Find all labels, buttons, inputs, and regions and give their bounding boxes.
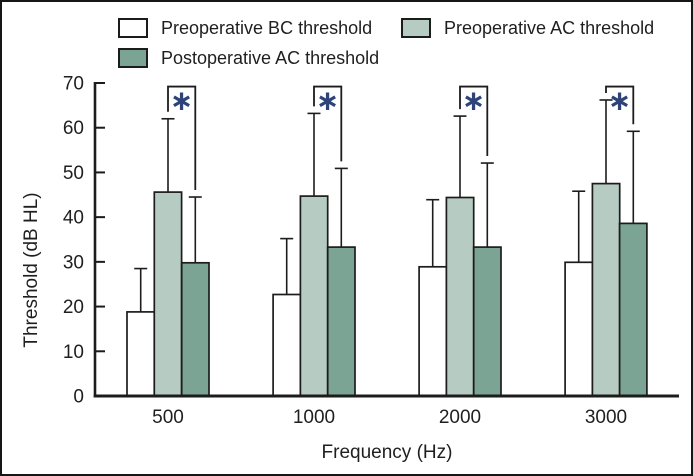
- bar-3000-postoperative-ac-threshold: [618, 222, 648, 397]
- legend-label-postop-ac: Postoperative AC threshold: [161, 48, 380, 68]
- legend-swatch-preop-ac-icon: [401, 18, 431, 38]
- y-tick-label: 70: [63, 74, 84, 95]
- bar-2000-preoperative-bc-threshold: [418, 265, 448, 397]
- significance-asterisk: ∗: [608, 84, 631, 117]
- y-tick-label: 20: [63, 297, 84, 318]
- legend-label-preop-ac: Preoperative AC threshold: [444, 18, 655, 38]
- y-tick-label: 60: [63, 118, 84, 139]
- bar-500-postoperative-ac-threshold: [180, 261, 210, 397]
- significance-bracket: [605, 85, 635, 125]
- x-axis-title: Frequency (Hz): [321, 442, 453, 463]
- bar-1000-postoperative-ac-threshold: [326, 246, 356, 397]
- bar-3000-preoperative-ac-threshold: [591, 182, 621, 397]
- bar-500-preoperative-bc-threshold: [126, 311, 156, 397]
- bar-1000-preoperative-bc-threshold: [272, 293, 302, 397]
- x-category-label: 1000: [293, 407, 335, 428]
- bar-2000-preoperative-ac-threshold: [445, 196, 475, 397]
- bar-2000-postoperative-ac-threshold: [472, 246, 502, 397]
- significance-bracket: [459, 85, 489, 157]
- y-tick-label: 0: [73, 387, 84, 408]
- x-category-label: 2000: [439, 407, 481, 428]
- legend-label-preop-bc: Preoperative BC threshold: [161, 18, 373, 38]
- significance-bracket: [313, 85, 343, 162]
- significance-asterisk: ∗: [462, 84, 485, 117]
- significance-asterisk: ∗: [170, 84, 193, 117]
- bar-500-preoperative-ac-threshold: [153, 191, 183, 397]
- y-tick-label: 40: [63, 208, 84, 229]
- y-tick-label: 50: [63, 163, 84, 184]
- legend-swatch-postop-ac-icon: [118, 48, 148, 68]
- y-tick-label: 30: [63, 252, 84, 273]
- legend-item-preop-ac: Preoperative AC threshold: [401, 18, 654, 38]
- y-tick-label: 10: [63, 342, 84, 363]
- legend-swatch-preop-bc-icon: [118, 18, 148, 38]
- legend-item-preop-bc: Preoperative BC threshold: [118, 18, 372, 38]
- bar-3000-preoperative-bc-threshold: [564, 261, 594, 397]
- significance-bracket: [167, 85, 197, 191]
- bar-1000-preoperative-ac-threshold: [299, 195, 329, 397]
- x-category-label: 3000: [585, 407, 627, 428]
- legend-item-postop-ac: Postoperative AC threshold: [118, 48, 379, 68]
- significance-asterisk: ∗: [316, 84, 339, 117]
- x-category-label: 500: [152, 407, 184, 428]
